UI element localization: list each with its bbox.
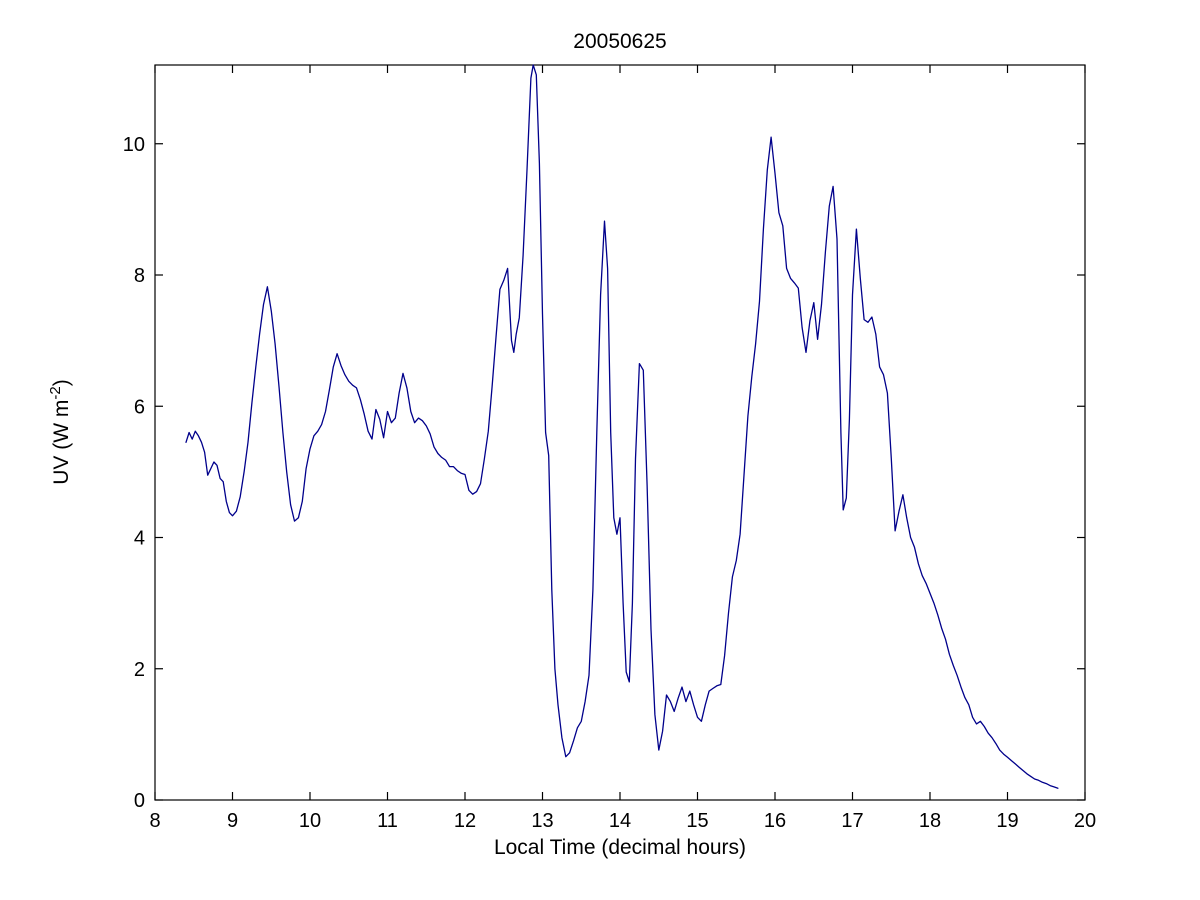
x-tick-label: 18 <box>919 810 941 832</box>
x-tick-label: 19 <box>996 810 1018 832</box>
y-tick-label: 8 <box>134 265 145 287</box>
x-tick-label: 8 <box>149 810 160 832</box>
y-axis-label-superscript: -2 <box>47 386 64 400</box>
x-tick-label: 11 <box>377 810 398 832</box>
chart-title: 20050625 <box>573 30 667 53</box>
y-tick-label: 0 <box>134 790 145 812</box>
y-axis-label: UV (W m-2) <box>47 379 74 485</box>
x-tick-label: 9 <box>227 810 238 832</box>
x-tick-label: 14 <box>609 810 631 832</box>
x-tick-label: 10 <box>299 810 321 832</box>
x-tick-label: 12 <box>454 810 476 832</box>
uv-data-line <box>185 64 1059 789</box>
x-tick-label: 20 <box>1074 810 1096 832</box>
y-tick-label: 2 <box>134 659 145 681</box>
x-tick-label: 13 <box>531 810 553 832</box>
x-axis-label: Local Time (decimal hours) <box>493 836 747 859</box>
x-tick-label: 17 <box>841 810 863 832</box>
y-axis-label-suffix: ) <box>50 379 73 387</box>
y-tick-label: 10 <box>123 134 145 156</box>
y-tick-label: 6 <box>134 396 145 418</box>
y-axis-label-text: UV (W m <box>50 399 73 485</box>
axes-frame <box>154 64 1086 801</box>
y-tick-label: 4 <box>134 528 145 550</box>
x-tick-label: 15 <box>686 810 708 832</box>
x-tick-label: 16 <box>764 810 786 832</box>
